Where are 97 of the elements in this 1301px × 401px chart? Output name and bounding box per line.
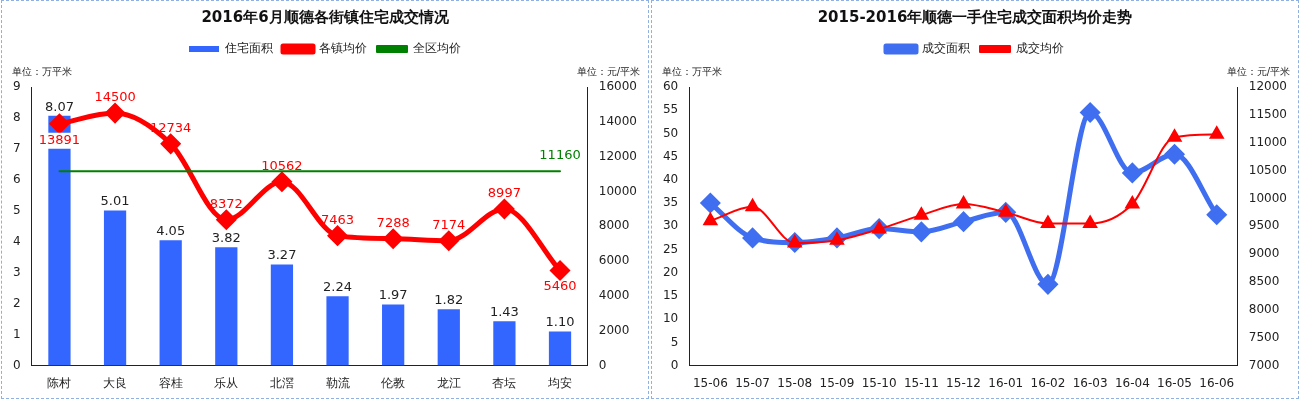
- y-tick-label: 60: [662, 79, 679, 94]
- legend-label: 全区均价: [413, 41, 461, 56]
- y2-tick-label: 12000: [1248, 79, 1288, 94]
- y-tick-label: 5: [670, 334, 679, 349]
- y2-tick-label: 4000: [598, 288, 630, 303]
- x-tick-label: 杏坛: [492, 375, 517, 390]
- y2-tick-label: 12000: [598, 148, 638, 163]
- y-tick-label: 20: [662, 264, 679, 279]
- chart-title: 2016年6月顺德各街镇住宅成交情况: [201, 7, 450, 26]
- y2-axis-title: 单位：元/平米: [1226, 65, 1290, 77]
- data-label: 7463: [320, 211, 355, 227]
- y2-tick-label: 10000: [598, 183, 638, 198]
- y-tick-label: 2: [12, 295, 21, 310]
- y2-tick-label: 9000: [1248, 246, 1280, 261]
- legend-label: 住宅面积: [224, 41, 273, 56]
- x-tick-label: 16-04: [1114, 375, 1150, 390]
- y2-tick-label: 11000: [1248, 134, 1288, 149]
- data-label: 8.07: [44, 98, 74, 114]
- y-tick-label: 40: [662, 171, 679, 186]
- y2-tick-label: 14000: [598, 113, 638, 128]
- data-label: 1.97: [378, 287, 408, 303]
- y2-tick-label: 9500: [1248, 218, 1280, 233]
- x-tick-label: 15-08: [777, 375, 813, 390]
- y-tick-label: 9: [12, 79, 21, 94]
- y-tick-label: 15: [662, 288, 679, 303]
- y2-tick-label: 8500: [1248, 274, 1280, 289]
- data-label: 13891: [38, 131, 81, 147]
- y-tick-label: 50: [662, 125, 679, 140]
- x-tick-label: 乐从: [214, 375, 239, 390]
- data-label: 8372: [209, 195, 243, 211]
- y-tick-label: 7: [12, 141, 21, 156]
- x-tick-label: 15-12: [946, 375, 981, 390]
- y-tick-label: 45: [662, 148, 679, 163]
- y2-tick-label: 8000: [1248, 302, 1280, 317]
- y2-tick-label: 2000: [598, 322, 630, 337]
- y2-tick-label: 10500: [1248, 162, 1288, 177]
- x-tick-label: 16-05: [1157, 375, 1192, 390]
- x-tick-label: 均安: [547, 375, 573, 390]
- y-tick-label: 10: [662, 311, 679, 326]
- data-label: 7174: [432, 216, 466, 232]
- y-axis-title: 单位：万平米: [12, 65, 72, 77]
- legend-label: 成交面积: [922, 41, 970, 56]
- x-tick-label: 北滘: [269, 375, 294, 390]
- y-tick-label: 55: [662, 102, 679, 117]
- y2-tick-label: 10000: [1248, 190, 1288, 205]
- x-tick-label: 15-09: [819, 375, 855, 390]
- x-tick-label: 15-07: [735, 375, 770, 390]
- data-label: 8997: [487, 184, 521, 200]
- data-label: 14500: [94, 88, 136, 104]
- y2-tick-label: 8000: [598, 218, 630, 233]
- y-tick-label: 3: [12, 264, 21, 279]
- y-tick-label: 35: [662, 195, 679, 210]
- data-label: 11160: [539, 147, 581, 163]
- y-tick-label: 8: [12, 110, 21, 125]
- data-label: 1.82: [434, 292, 464, 308]
- y-tick-label: 0: [670, 357, 679, 372]
- y2-axis-title: 单位：元/平米: [576, 65, 640, 77]
- y2-tick-label: 7000: [1248, 357, 1280, 372]
- x-tick-label: 伦教: [381, 375, 406, 390]
- data-label: 1.43: [489, 304, 519, 320]
- data-label: 5.01: [100, 193, 130, 209]
- data-label: 3.27: [267, 247, 297, 263]
- y-tick-label: 6: [12, 171, 21, 186]
- y2-tick-label: 11500: [1248, 106, 1288, 121]
- y-tick-label: 25: [662, 241, 679, 256]
- chart-title: 2015-2016年顺德一手住宅成交面积均价走势: [817, 7, 1133, 26]
- legend-label: 各镇均价: [319, 41, 367, 56]
- x-tick-label: 大良: [103, 375, 128, 390]
- y-tick-label: 1: [12, 326, 21, 341]
- data-label: 10562: [261, 157, 303, 173]
- y-tick-label: 30: [662, 218, 679, 233]
- y2-tick-label: 6000: [598, 253, 630, 268]
- x-tick-label: 15-11: [903, 375, 939, 390]
- y2-tick-label: 7500: [1248, 329, 1280, 344]
- y2-tick-label: 16000: [598, 79, 638, 94]
- x-tick-label: 勒流: [325, 375, 350, 390]
- data-label: 2.24: [323, 279, 353, 295]
- x-tick-label: 龙江: [436, 375, 461, 390]
- data-label: 7288: [376, 214, 410, 230]
- x-tick-label: 16-01: [988, 375, 1024, 390]
- y2-tick-label: 0: [598, 357, 607, 372]
- x-tick-label: 16-06: [1199, 375, 1235, 390]
- y-tick-label: 4: [12, 233, 21, 248]
- x-tick-label: 16-02: [1030, 375, 1066, 390]
- legend-label: 成交均价: [1016, 41, 1064, 56]
- data-label: 1.10: [545, 314, 575, 330]
- y-tick-label: 0: [12, 357, 21, 372]
- y-tick-label: 5: [12, 202, 21, 217]
- data-label: 3.82: [211, 230, 241, 246]
- x-tick-label: 陈村: [47, 375, 72, 390]
- x-tick-label: 容桂: [158, 375, 183, 390]
- x-tick-label: 15-10: [861, 375, 897, 390]
- data-label: 4.05: [156, 223, 186, 239]
- x-tick-label: 16-03: [1072, 375, 1108, 390]
- data-label: 5460: [543, 278, 577, 294]
- y-axis-title: 单位：万平米: [662, 65, 722, 77]
- x-tick-label: 15-06: [692, 375, 728, 390]
